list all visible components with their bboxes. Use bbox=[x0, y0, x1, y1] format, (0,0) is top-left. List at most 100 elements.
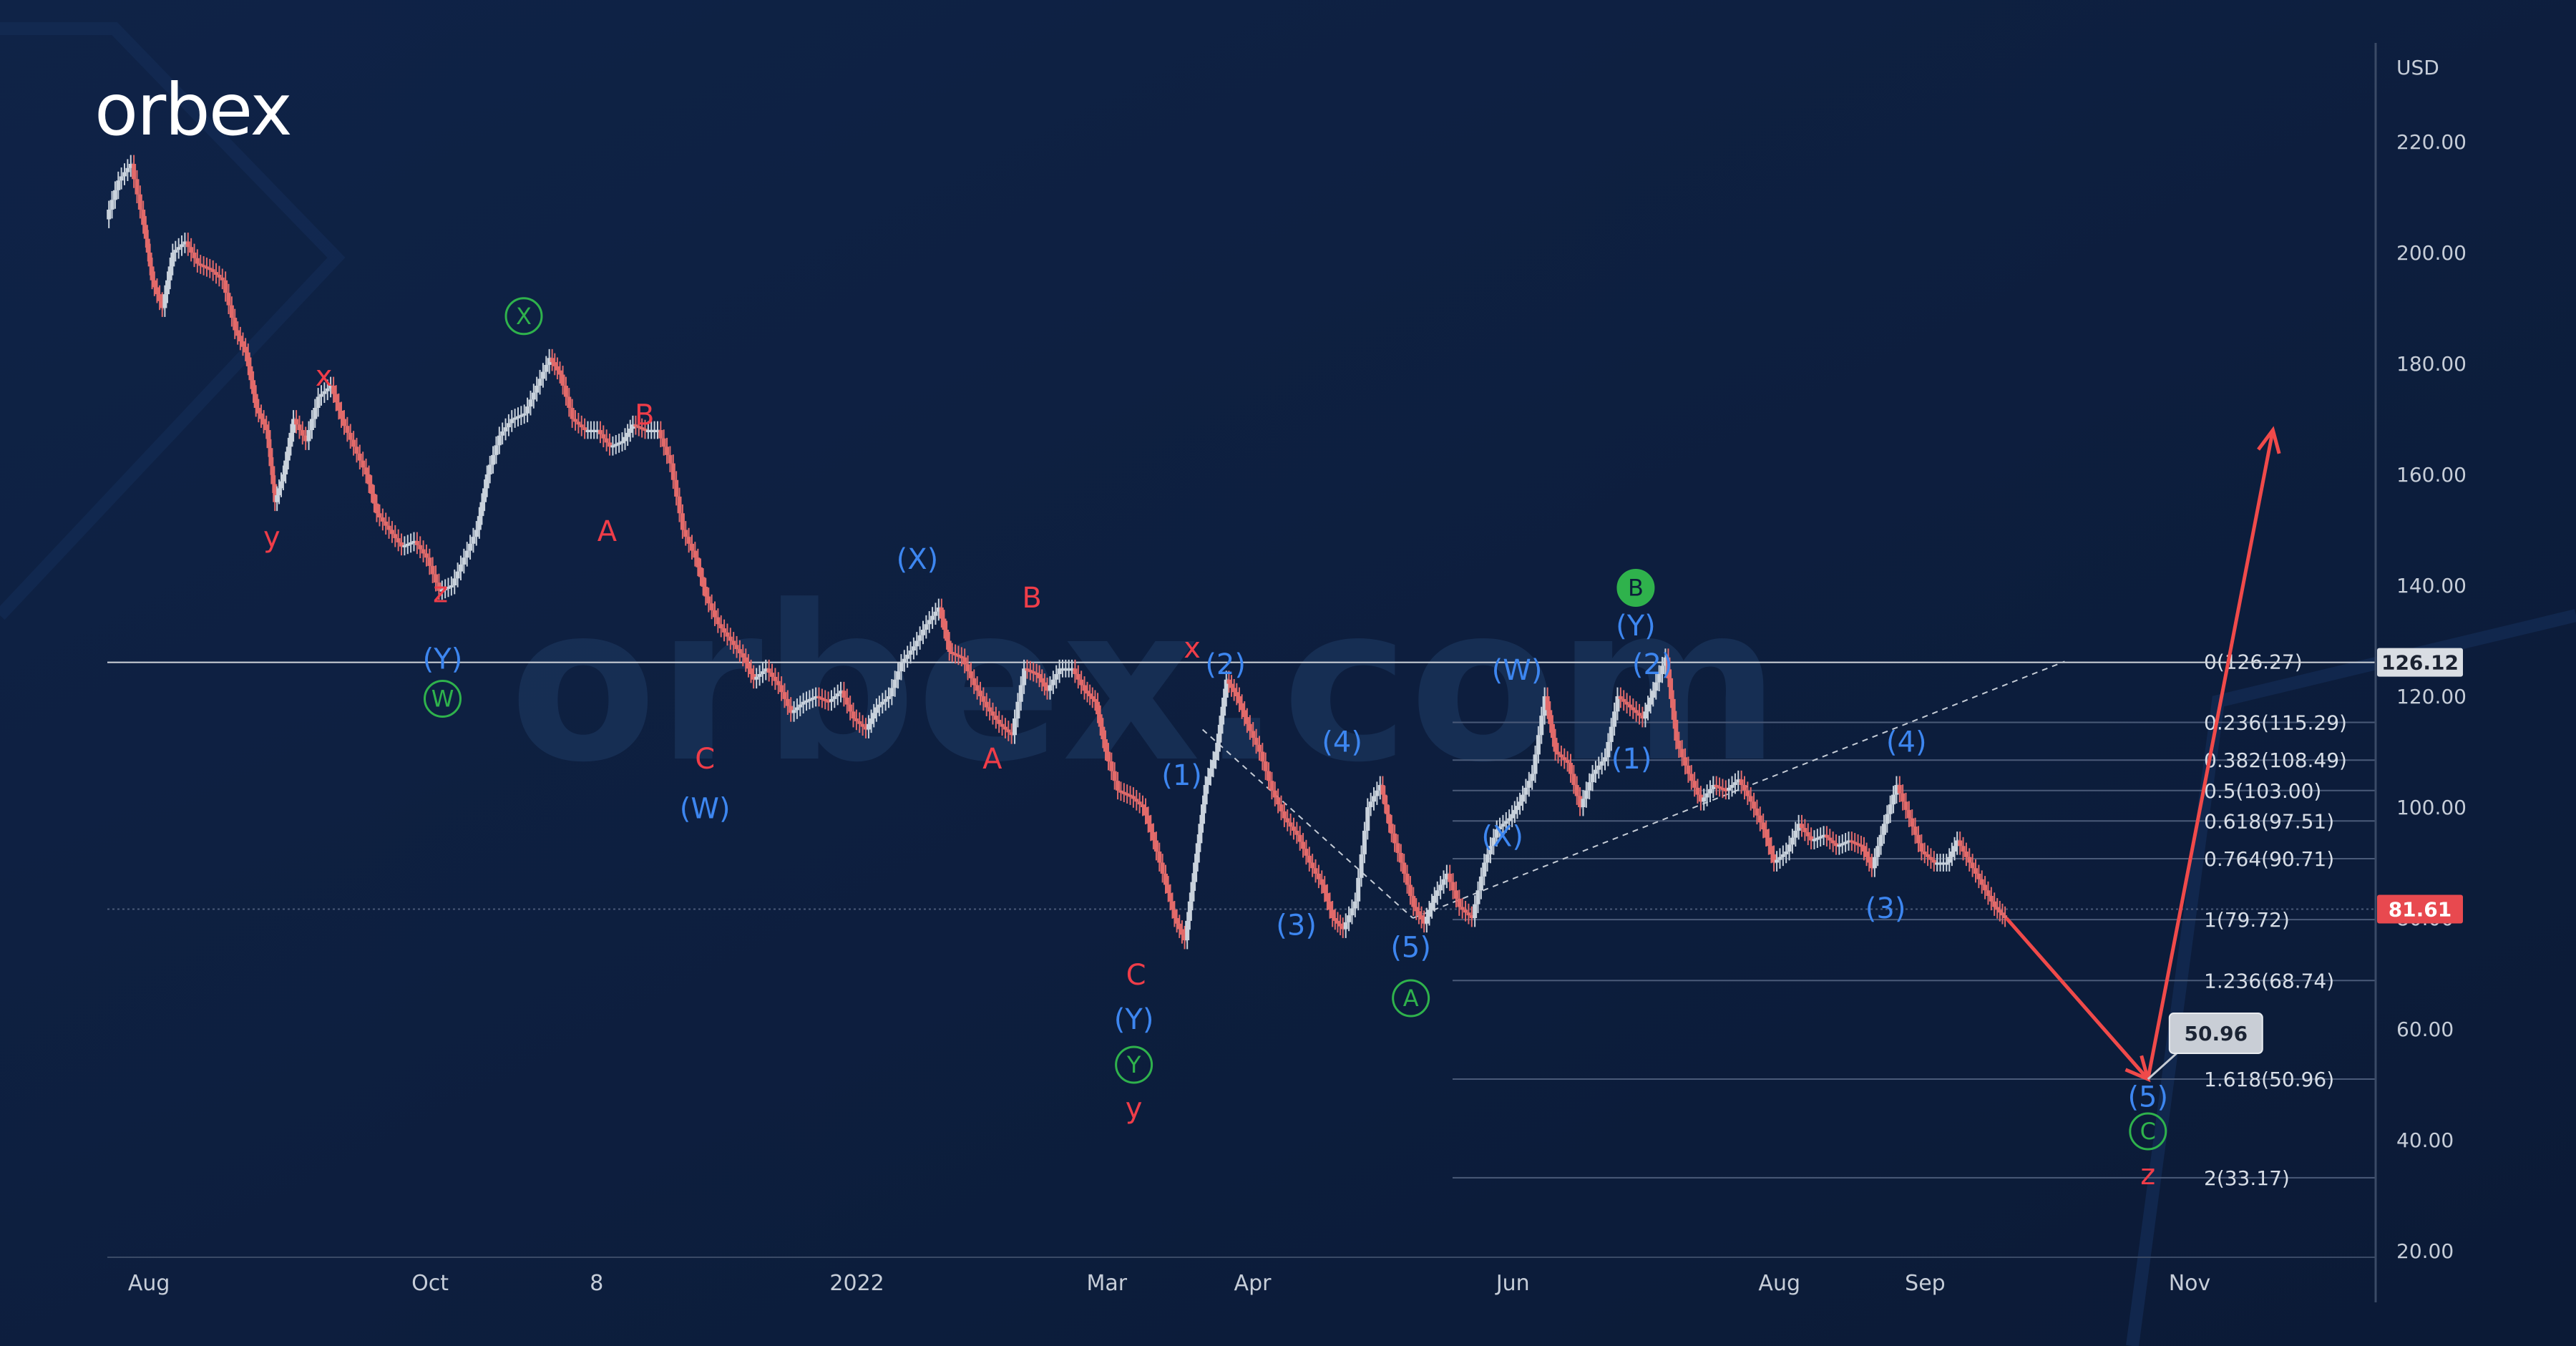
price-candle-body bbox=[785, 698, 790, 706]
price-candle-body bbox=[972, 678, 977, 686]
price-candle-body bbox=[402, 545, 407, 547]
price-candle-body bbox=[414, 541, 419, 545]
logo-text: orbex bbox=[94, 68, 291, 152]
price-candle-body bbox=[1466, 912, 1471, 916]
price-candle-body bbox=[452, 578, 457, 585]
price-candle-body bbox=[487, 464, 492, 474]
price-candle-body bbox=[354, 447, 359, 454]
price-candle-body bbox=[863, 726, 868, 730]
price-candle-body bbox=[1663, 657, 1668, 666]
price-candle-body bbox=[798, 704, 803, 708]
price-candle-body bbox=[1187, 901, 1192, 921]
price-candle-body bbox=[1160, 862, 1165, 874]
price-candle-body bbox=[348, 432, 353, 440]
price-candle-body bbox=[1282, 811, 1287, 819]
wave-label: x bbox=[1184, 632, 1201, 665]
x-tick-label: Aug bbox=[1758, 1271, 1800, 1296]
price-candle-body bbox=[1777, 857, 1782, 860]
price-candle-body bbox=[1824, 834, 1829, 838]
fib-level-label: 0.618(97.51) bbox=[2204, 809, 2334, 833]
price-candle-body bbox=[757, 674, 762, 677]
price-candle-body bbox=[1340, 926, 1345, 930]
price-candle-body bbox=[703, 586, 708, 597]
price-candle-body bbox=[763, 668, 769, 672]
price-candle-body bbox=[393, 534, 398, 539]
price-candle-body bbox=[434, 574, 439, 583]
price-candle-body bbox=[658, 430, 663, 439]
price-candle-body bbox=[592, 430, 597, 432]
price-candle-body bbox=[628, 429, 633, 433]
price-candle-body bbox=[342, 419, 347, 426]
price-candle-body bbox=[268, 448, 273, 467]
price-candle-body bbox=[1457, 898, 1462, 907]
price-candle-body bbox=[866, 723, 871, 730]
x-tick-label: Jun bbox=[1495, 1271, 1530, 1296]
price-candle-body bbox=[1106, 751, 1111, 762]
price-candle-body bbox=[300, 430, 305, 436]
price-candle-body bbox=[1407, 884, 1413, 896]
price-candle-body bbox=[204, 266, 209, 269]
price-candle-body bbox=[1380, 785, 1385, 795]
price-candle-body bbox=[1872, 857, 1877, 869]
price-candle-body bbox=[143, 225, 148, 239]
price-candle-body bbox=[1101, 726, 1106, 740]
price-candle-body bbox=[1482, 862, 1487, 877]
price-candle-body bbox=[1392, 833, 1397, 844]
wave-annotations: xyz(Y)WXBAC(W)(X)BAx(2)(1)C(Y)Yy(4)(3)(5… bbox=[263, 297, 2168, 1191]
x-tick-label: 2022 bbox=[829, 1271, 884, 1296]
price-candle-body bbox=[319, 394, 324, 397]
price-candle-body bbox=[1307, 855, 1312, 863]
price-candle-body bbox=[309, 419, 314, 430]
fib-level-label: 1.618(50.96) bbox=[2204, 1068, 2334, 1091]
price-candle-body bbox=[306, 430, 311, 442]
price-candle-body bbox=[1704, 793, 1709, 798]
price-candle-body bbox=[741, 653, 746, 658]
price-candle-body bbox=[908, 650, 913, 655]
price-candle-body bbox=[791, 710, 796, 713]
price-candle-body bbox=[1550, 723, 1555, 738]
price-candle-body bbox=[1216, 733, 1221, 752]
price-candle-body bbox=[1362, 830, 1367, 854]
price-candle-body bbox=[718, 624, 723, 629]
price-candle-body bbox=[506, 423, 511, 428]
price-candle-body bbox=[482, 488, 487, 502]
price-candle-body bbox=[1272, 790, 1277, 798]
price-candle-body bbox=[316, 396, 321, 408]
price-candle-body bbox=[535, 386, 540, 393]
price-candle-body bbox=[869, 718, 874, 724]
wave-label: z bbox=[433, 576, 448, 609]
price-candle-body bbox=[1503, 821, 1508, 824]
price-candle-body bbox=[1054, 674, 1059, 680]
price-candle-body bbox=[807, 698, 812, 701]
price-candle-body bbox=[1226, 679, 1231, 684]
price-candle-body bbox=[1022, 668, 1027, 686]
price-candle-body bbox=[1556, 751, 1561, 755]
price-candle-body bbox=[773, 676, 778, 681]
price-candle-body bbox=[1352, 901, 1357, 909]
price-candle-body bbox=[491, 454, 496, 465]
price-candle-body bbox=[396, 538, 401, 542]
price-candle-body bbox=[965, 664, 970, 672]
price-candle-body bbox=[119, 176, 124, 181]
price-candle-body bbox=[1116, 781, 1121, 791]
price-candle-body bbox=[981, 696, 986, 702]
price-candle-body bbox=[1677, 741, 1682, 749]
price-candle-body bbox=[258, 413, 263, 419]
price-candle-body bbox=[1858, 844, 1863, 847]
price-candle-body bbox=[325, 388, 330, 391]
price-candle-body bbox=[1669, 678, 1674, 699]
price-candle-body bbox=[443, 587, 448, 590]
price-candle-body bbox=[1545, 696, 1550, 711]
price-candle-body bbox=[1780, 854, 1785, 857]
price-candle-body bbox=[1377, 785, 1382, 791]
price-label-text: 126.12 bbox=[2381, 651, 2459, 675]
price-candle-body bbox=[384, 521, 389, 526]
price-candle-body bbox=[1603, 757, 1608, 762]
price-candle-body bbox=[990, 711, 995, 716]
price-candle-body bbox=[579, 424, 584, 428]
price-candle-body bbox=[1356, 877, 1361, 902]
price-candle-body bbox=[911, 646, 916, 651]
fib-level-label: 0.5(103.00) bbox=[2204, 779, 2321, 803]
price-candle-body bbox=[351, 439, 356, 447]
price-labels: 126.12 81.61 bbox=[2377, 648, 2463, 924]
